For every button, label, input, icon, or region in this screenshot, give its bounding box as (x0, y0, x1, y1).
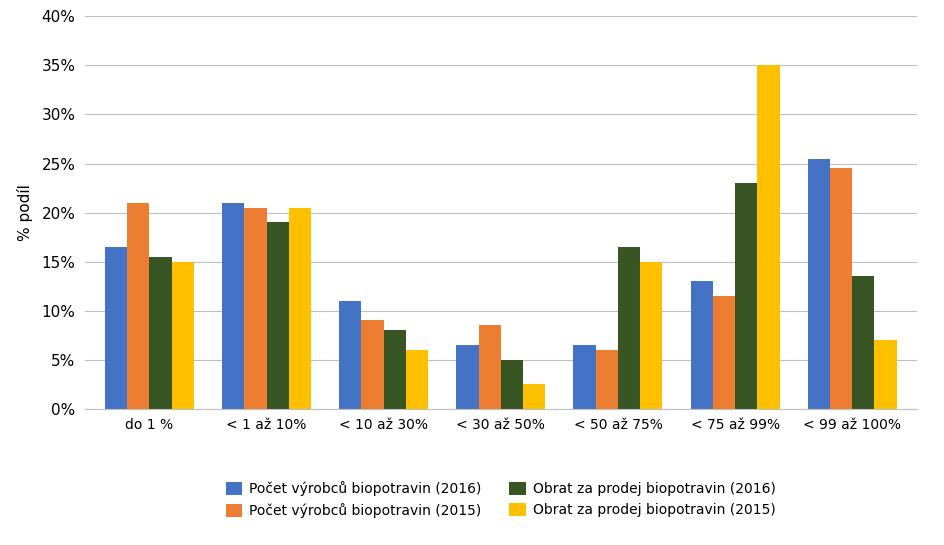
Bar (500, 360, 523, 409)
Bar (595, 350, 617, 409)
Bar (478, 325, 500, 409)
Bar (829, 168, 851, 409)
Bar (406, 350, 428, 409)
Bar (222, 203, 244, 409)
Bar (383, 330, 406, 409)
Y-axis label: % podíl: % podíl (17, 184, 33, 241)
Bar (456, 345, 478, 409)
Bar (851, 276, 873, 409)
Bar (362, 320, 383, 409)
Bar (127, 203, 149, 409)
Bar (617, 247, 639, 409)
Bar (712, 296, 734, 409)
Bar (734, 183, 756, 409)
Bar (639, 262, 662, 409)
Legend: Počet výrobců biopotravin (2016), Počet výrobců biopotravin (2015), Obrat za pro: Počet výrobců biopotravin (2016), Počet … (219, 475, 782, 525)
Bar (105, 247, 127, 409)
Bar (172, 262, 194, 409)
Bar (690, 281, 712, 409)
Bar (339, 301, 362, 409)
Bar (289, 208, 311, 409)
Bar (523, 384, 545, 409)
Bar (149, 257, 172, 409)
Bar (266, 222, 289, 409)
Bar (756, 65, 779, 409)
Bar (244, 208, 266, 409)
Bar (807, 159, 829, 409)
Bar (873, 340, 896, 409)
Bar (573, 345, 595, 409)
